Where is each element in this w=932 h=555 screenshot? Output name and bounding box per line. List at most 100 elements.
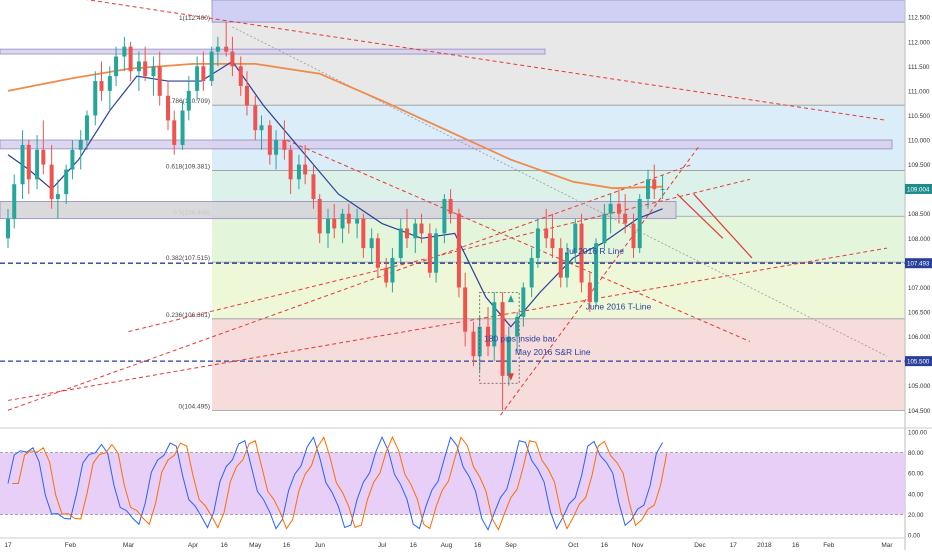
candle-body	[419, 223, 424, 234]
candle-body	[579, 223, 584, 283]
candle-body	[128, 46, 133, 72]
candle-body	[244, 85, 249, 106]
candle-body	[26, 144, 31, 180]
date-tick-label: 16	[220, 542, 228, 549]
candle-body	[375, 238, 380, 268]
candle-body	[558, 248, 563, 278]
price-label-text: 109.004	[907, 186, 930, 193]
candle-body	[608, 203, 613, 214]
candle-body	[55, 194, 60, 199]
candle-body	[594, 243, 599, 303]
candle-body	[195, 66, 200, 91]
fib-level-label: 0.618(109.381)	[166, 163, 210, 170]
oscillator-tick-label: 100.00	[908, 430, 927, 437]
date-tick-label: Sep	[505, 542, 517, 549]
date-tick-label: 16	[792, 542, 800, 549]
trend-line	[128, 178, 750, 333]
price-tick-label: 107.000	[908, 285, 931, 292]
date-tick-label: Nov	[632, 542, 644, 549]
candle-body	[64, 169, 69, 195]
candle-body	[253, 105, 258, 131]
candle-body	[230, 51, 235, 67]
date-tick-label: Mar	[123, 542, 135, 549]
candle-body	[564, 253, 569, 278]
up-arrow-icon	[507, 294, 514, 303]
candle-body	[238, 66, 243, 86]
candle-body	[587, 282, 592, 303]
candle-body	[35, 149, 40, 180]
fib-zone	[212, 216, 905, 263]
candle-body	[637, 198, 642, 249]
price-tick-label: 110.000	[908, 138, 930, 145]
price-tick-label: 108.500	[908, 211, 931, 218]
fib-level-label: 1(112.400)	[179, 15, 210, 22]
candle-body	[434, 233, 439, 273]
zone-top	[211, 0, 906, 23]
fib-level-label: 0.382(107.515)	[166, 255, 210, 262]
candle-body	[529, 257, 534, 288]
candle-body	[186, 90, 191, 111]
candle-body	[413, 223, 418, 239]
date-tick-label: Dec	[694, 542, 706, 549]
price-label-badge	[905, 356, 932, 367]
projection-arrow-1	[676, 193, 724, 239]
price-tick-label: 112.000	[908, 39, 930, 46]
candle-body	[201, 66, 206, 82]
candle-body	[456, 213, 461, 288]
date-tick-label: Jul	[378, 542, 387, 549]
inside-bar-box	[479, 291, 520, 384]
candle-body	[143, 61, 148, 77]
candle-body	[259, 125, 264, 131]
date-tick-label: Mar	[881, 542, 893, 549]
candle-body	[369, 238, 374, 249]
trend-line	[286, 139, 751, 342]
candle-body	[346, 213, 351, 224]
date-tick-label: Feb	[65, 542, 77, 549]
date-tick-label: Oct	[568, 542, 578, 549]
oscillator-band	[0, 452, 905, 515]
candle-body	[544, 228, 549, 239]
candle-body	[311, 174, 316, 199]
candle-body	[390, 257, 395, 283]
candle-body	[12, 184, 17, 219]
oscillator-tick-label: 20.00	[908, 512, 924, 519]
candle-body	[471, 331, 476, 357]
date-tick-label: 16	[410, 542, 418, 549]
candle-body	[326, 218, 331, 234]
price-tick-label: 111.000	[908, 88, 930, 95]
candle-body	[99, 81, 104, 91]
price-tick-label: 106.000	[908, 334, 931, 341]
candle-body	[550, 238, 555, 249]
price-tick-label: 110.500	[908, 113, 930, 120]
oscillator-d-line	[12, 435, 668, 531]
candle-body	[288, 149, 293, 180]
trend-line	[7, 164, 692, 411]
candle-body	[361, 218, 366, 249]
price-tick-label: 105.000	[908, 383, 931, 390]
trend-line	[86, 0, 888, 121]
date-tick-label: Aug	[441, 542, 453, 549]
candle-body	[500, 302, 505, 376]
candle-body	[660, 188, 665, 190]
candle-body	[6, 218, 10, 239]
date-tick-label: 2018	[757, 542, 772, 549]
oscillator-tick-label: 80.00	[908, 450, 924, 457]
price-label-badge	[905, 258, 932, 269]
candle-body	[492, 302, 497, 347]
candle-body	[215, 46, 220, 52]
date-tick-label: 16	[601, 542, 609, 549]
price-label-badge	[905, 183, 932, 194]
trend-line	[7, 247, 888, 401]
price-tick-label: 109.500	[908, 162, 931, 169]
date-tick-label: 16	[283, 542, 291, 549]
candle-body	[166, 95, 171, 121]
date-tick-label: Apr	[188, 542, 199, 549]
candle-body	[442, 198, 447, 234]
candle-body	[136, 61, 141, 72]
candle-body	[573, 223, 578, 254]
price-tick-label: 112.500	[908, 15, 930, 22]
candle-body	[267, 125, 272, 155]
candle-body	[122, 46, 127, 57]
date-tick-label: 17	[4, 542, 12, 549]
zone-upper-resistance	[0, 48, 546, 55]
